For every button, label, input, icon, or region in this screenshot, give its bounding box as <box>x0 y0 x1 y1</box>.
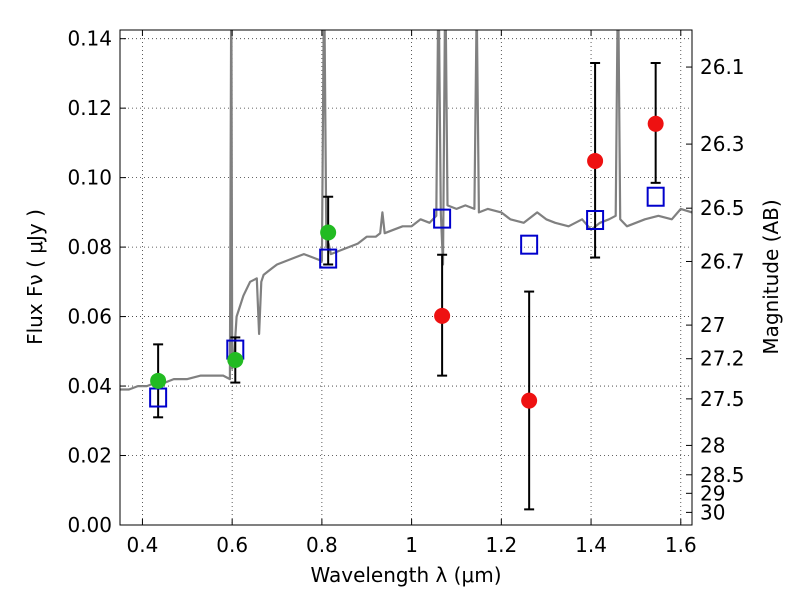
model-photometry-square <box>520 234 539 255</box>
y-tick-label: 0.10 <box>67 166 112 190</box>
x-tick-label: 1.2 <box>485 533 517 557</box>
magnitude-tick-label: 26.5 <box>700 196 745 220</box>
photometry-point <box>647 115 664 132</box>
photometry-point <box>150 372 167 389</box>
model-photometry-square <box>646 186 665 207</box>
magnitude-tick-label: 27 <box>700 313 725 337</box>
photometry-point <box>320 224 337 241</box>
magnitude-tick-label: 28.5 <box>700 463 745 487</box>
y-tick-label: 0.02 <box>67 444 112 468</box>
model-spectrum-line <box>120 30 692 391</box>
y-tick-label: 0.12 <box>67 96 112 120</box>
magnitude-tick-label: 26.3 <box>700 132 745 156</box>
model-photometry-square <box>319 248 338 269</box>
magnitude-tick-label: 27.2 <box>700 347 745 371</box>
x-tick-label: 1 <box>405 533 418 557</box>
grid-lines <box>120 30 692 526</box>
x-tick-label: 0.8 <box>306 533 338 557</box>
magnitude-tick-label: 26.7 <box>700 249 745 273</box>
x-tick-label: 1.6 <box>665 533 697 557</box>
magnitude-tick-label: 27.5 <box>700 387 745 411</box>
plot-area <box>120 30 692 511</box>
model-photometry-square <box>586 210 605 231</box>
y-tick-label: 0.06 <box>67 305 112 329</box>
magnitude-tick-label: 29 <box>700 481 725 505</box>
x-tick-label: 0.4 <box>127 533 159 557</box>
x-tick-label: 1.4 <box>575 533 607 557</box>
model-photometry-square <box>433 208 452 229</box>
y-tick-label: 0.08 <box>67 235 112 259</box>
x-axis-label: Wavelength λ (μm) <box>310 563 501 587</box>
y-tick-label: 0.14 <box>67 27 112 51</box>
y-tick-label: 0.04 <box>67 374 112 398</box>
photometry-point <box>227 352 244 368</box>
photometry-point <box>587 152 604 169</box>
photometry-point <box>521 392 538 409</box>
y-axis-label: Flux Fν ( μJy ) <box>23 209 47 345</box>
magnitude-tick-label: 30 <box>700 500 725 524</box>
plot-frame <box>119 29 693 526</box>
x-tick-label: 0.6 <box>216 533 248 557</box>
axis-ticks: 0.4 0.6 0.8 1 1.2 1.4 1.6 0.00 0.02 0.04 0.06 0.08 0… <box>67 27 744 557</box>
y-tick-label: 0.00 <box>67 513 112 537</box>
magnitude-tick-label: 26.1 <box>700 55 745 79</box>
magnitude-axis-label: Magnitude (AB) <box>759 199 783 354</box>
photometry-point <box>434 307 451 324</box>
magnitude-tick-label: 28 <box>700 433 725 457</box>
